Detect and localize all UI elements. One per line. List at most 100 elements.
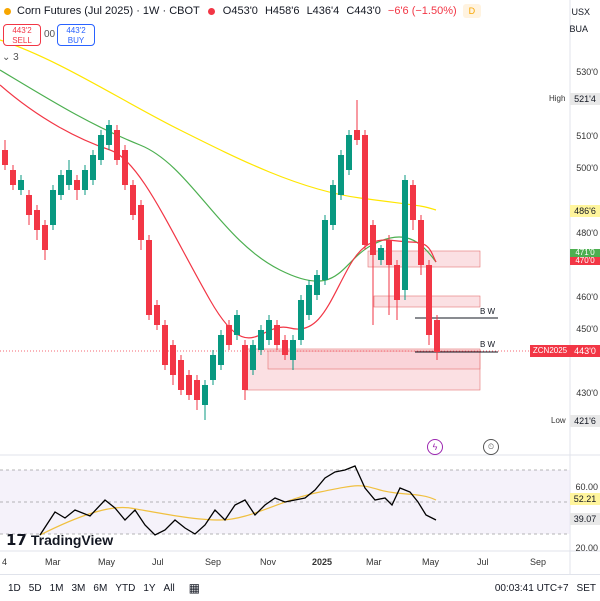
osc-tick: 20.00: [575, 543, 598, 553]
candle-body: [154, 305, 160, 325]
market-status-icon: [207, 7, 215, 15]
timeframe-6m[interactable]: 6M: [93, 582, 108, 594]
timeframe-5d[interactable]: 5D: [28, 582, 42, 594]
timeframe-1m[interactable]: 1M: [49, 582, 64, 594]
candle-body: [434, 320, 440, 352]
candle-body: [50, 190, 56, 225]
candle-body: [250, 345, 256, 370]
candle-body: [114, 130, 120, 160]
sell-button[interactable]: 443'2 SELL: [3, 24, 41, 46]
candle-body: [162, 325, 168, 365]
x-tick: 4: [2, 557, 8, 567]
x-tick: Nov: [260, 557, 277, 567]
candle-body: [226, 325, 232, 345]
candle-body: [218, 335, 224, 365]
candle-body: [122, 150, 128, 185]
candle-body: [170, 345, 176, 375]
x-tick: Sep: [205, 557, 222, 567]
candle-body: [354, 130, 360, 140]
high-label: High: [549, 94, 566, 103]
candle-body: [306, 285, 312, 315]
candle-body: [210, 355, 216, 380]
candle-body: [298, 300, 304, 340]
candle-body: [418, 220, 424, 265]
candle-body: [266, 320, 272, 340]
candle-body: [410, 185, 416, 220]
change-value: −6'6 (−1.50%): [387, 5, 457, 17]
candle-body: [274, 325, 280, 345]
candle-body: [74, 180, 80, 190]
osc-signal-value: 52.21: [570, 493, 600, 505]
candle-body: [106, 125, 112, 145]
price-tick: 480'0: [576, 228, 598, 238]
price-tick: 460'0: [576, 292, 598, 302]
candle-body: [322, 220, 328, 280]
bw-label: B W: [480, 307, 496, 316]
candle-body: [330, 185, 336, 225]
low-label: Low: [551, 416, 566, 425]
ma-slow-line: [0, 39, 437, 211]
price-tick: 530'0: [576, 67, 598, 77]
x-tick: Jul: [477, 557, 489, 567]
osc-tick: 60.00: [575, 482, 598, 492]
timeframe-1y[interactable]: 1Y: [143, 582, 156, 594]
symbol-title[interactable]: Corn Futures (Jul 2025) · 1W · CBOT: [17, 5, 200, 17]
candle-body: [362, 135, 368, 245]
x-tick: Mar: [366, 557, 382, 567]
high-value: 521'4: [570, 93, 600, 105]
candle-body: [178, 360, 184, 390]
tradingview-icon: 𝟭𝟳: [6, 532, 27, 549]
session-label[interactable]: SET: [576, 582, 596, 594]
osc-value: 39.07: [570, 513, 600, 525]
calendar-icon[interactable]: ▦: [188, 581, 201, 595]
ohlc-values: O453'0 H458'6 L436'4 C443'0 −6'6 (−1.50%…: [219, 5, 457, 17]
candle-body: [346, 135, 352, 170]
sell-label: SELL: [12, 36, 32, 45]
lightning-icon[interactable]: ϟ: [427, 439, 443, 455]
zone-box: [267, 350, 481, 370]
x-tick: May: [98, 557, 116, 567]
timeframe-all[interactable]: All: [163, 582, 175, 594]
candle-body: [194, 380, 200, 400]
osc-signal-line: [39, 485, 437, 536]
close-value: C443'0: [346, 5, 381, 17]
timeframe-ytd[interactable]: YTD: [115, 582, 136, 594]
zone-box: [244, 348, 481, 391]
chart-header: Corn Futures (Jul 2025) · 1W · CBOT O453…: [0, 0, 520, 22]
timeframe-1d[interactable]: 1D: [8, 582, 21, 594]
bottom-toolbar: 1D 5D 1M 3M 6M YTD 1Y All ▦ 00:03:41 UTC…: [0, 574, 600, 601]
tradingview-logo[interactable]: 𝟭𝟳 TradingView: [6, 532, 114, 549]
candle-body: [34, 210, 40, 230]
candle-body: [314, 275, 320, 295]
clock-time[interactable]: 00:03:41 UTC+7: [494, 582, 569, 594]
indicators-toggle[interactable]: ⌄ 3: [2, 52, 19, 63]
x-tick: Mar: [45, 557, 61, 567]
candle-body: [26, 195, 32, 215]
x-tick: Jul: [152, 557, 164, 567]
osc-line: [39, 465, 437, 536]
currency-label[interactable]: USX: [571, 7, 590, 17]
candle-body: [370, 225, 376, 255]
x-tick: Sep: [530, 557, 547, 567]
candle-body: [82, 170, 88, 190]
candle-body: [386, 240, 392, 265]
low-value: L436'4: [306, 5, 340, 17]
price-tick: 430'0: [576, 388, 598, 398]
candle-body: [242, 345, 248, 390]
timeframe-3m[interactable]: 3M: [71, 582, 86, 594]
candle-body: [258, 330, 264, 350]
buy-button[interactable]: 443'2 BUY: [57, 24, 95, 46]
ma-fast-line: [0, 84, 437, 339]
candle-body: [202, 385, 208, 405]
replay-icon[interactable]: ⏲: [483, 439, 499, 455]
candle-body: [130, 185, 136, 215]
low-value: 421'6: [570, 415, 600, 427]
data-badge[interactable]: D: [462, 4, 482, 18]
candle-body: [402, 180, 408, 290]
ma-fast-value: 470'0: [570, 257, 600, 265]
unit-label[interactable]: BUA: [569, 24, 588, 34]
bw-label: B W: [480, 340, 496, 349]
candle-body: [138, 205, 144, 240]
candle-body: [42, 225, 48, 250]
